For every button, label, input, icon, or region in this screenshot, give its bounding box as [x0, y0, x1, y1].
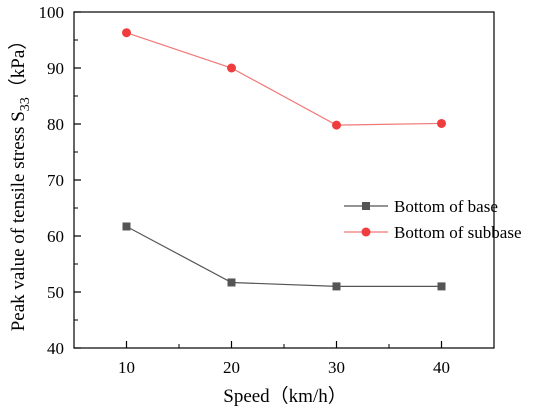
y-tick-label: 80: [47, 115, 64, 134]
y-axis-title-subscript: 33: [18, 97, 33, 111]
x-tick-label: 40: [433, 358, 450, 377]
series-line-2: [126, 32, 442, 126]
y-axis-title-unit: （kPa）: [7, 31, 29, 98]
x-axis-title: Speed（km/h）: [223, 385, 347, 407]
legend-label: Bottom of subbase: [394, 223, 522, 242]
y-tick-label: 50: [47, 283, 64, 302]
y-tick-label: 90: [47, 59, 64, 78]
y-tick-label: 40: [47, 339, 64, 358]
data-point-circle: [227, 63, 236, 73]
legend-marker-circle: [361, 227, 371, 237]
y-tick-label: 60: [47, 227, 64, 246]
data-point-square: [437, 282, 446, 291]
tick-labels: 40 50 60 70 80 90 100 10 20 30 40: [39, 3, 451, 377]
data-point-circle: [437, 118, 446, 128]
data-point-circle: [122, 28, 131, 38]
y-axis-title: Peak value of tensile stress S33（kPa）: [7, 31, 33, 332]
legend: Bottom of base Bottom of subbase: [344, 197, 522, 242]
data-point-circle: [332, 120, 341, 130]
x-tick-label: 10: [118, 358, 135, 377]
data-point-square: [332, 282, 341, 291]
y-tick-label: 100: [39, 3, 65, 22]
data-point-square: [227, 278, 236, 287]
x-tick-label: 20: [223, 358, 240, 377]
data-point-square: [122, 222, 131, 231]
series-layer: [122, 28, 446, 291]
series-line-1: [126, 225, 442, 287]
x-tick-label: 30: [328, 358, 345, 377]
legend-label: Bottom of base: [394, 197, 498, 216]
axes: [73, 11, 495, 349]
y-axis-title-main: Peak value of tensile stress S: [8, 111, 29, 331]
plot-frame: [73, 11, 495, 349]
y-tick-label: 70: [47, 171, 64, 190]
legend-marker-square: [362, 202, 370, 210]
